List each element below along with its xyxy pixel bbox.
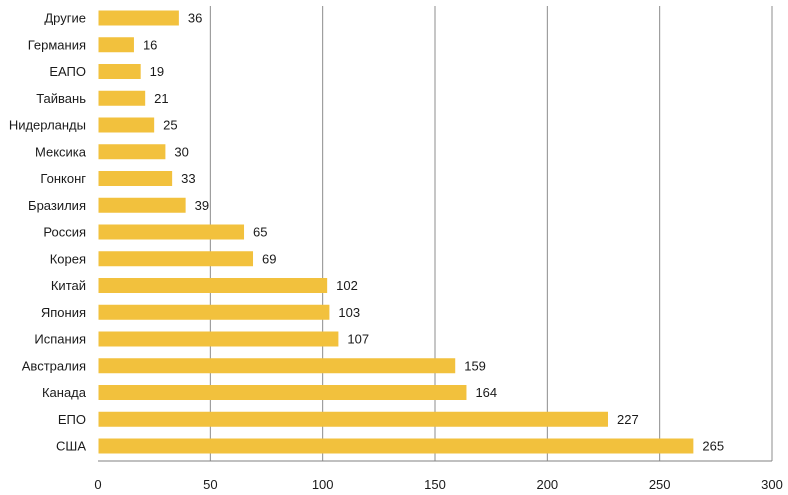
data-label: 36 [188, 11, 202, 26]
category-label: Бразилия [28, 198, 86, 213]
bar [98, 144, 166, 160]
bar [98, 117, 155, 133]
bar [98, 438, 694, 454]
bar [98, 411, 608, 427]
category-label: Корея [50, 251, 86, 266]
bar [98, 304, 330, 320]
category-label: Австралия [22, 358, 86, 373]
data-label: 65 [253, 225, 267, 240]
category-label: Россия [43, 225, 86, 240]
data-label: 227 [617, 412, 639, 427]
data-label: 21 [154, 91, 168, 106]
bar [98, 251, 254, 267]
category-label: Германия [28, 37, 86, 52]
bar [98, 171, 173, 186]
bars [98, 10, 694, 454]
category-label: Нидерланды [9, 118, 86, 133]
data-label: 103 [338, 305, 360, 320]
bar [98, 385, 467, 400]
category-label: Мексика [35, 144, 87, 159]
data-label: 25 [163, 118, 177, 133]
bar [98, 278, 328, 293]
x-tick-label: 0 [94, 477, 101, 492]
data-label: 107 [347, 332, 369, 347]
bar [98, 331, 339, 347]
category-label: Другие [44, 11, 86, 26]
category-label: ЕАПО [49, 64, 86, 79]
bar [98, 224, 245, 240]
category-label: США [56, 439, 86, 454]
x-tick-label: 300 [761, 477, 783, 492]
data-label: 19 [150, 64, 164, 79]
data-label: 33 [181, 171, 195, 186]
category-label: Испания [34, 332, 86, 347]
x-tick-label: 150 [424, 477, 446, 492]
data-label: 265 [702, 439, 724, 454]
data-label: 39 [195, 198, 209, 213]
data-label: 30 [174, 144, 188, 159]
category-label: Канада [42, 385, 87, 400]
data-label: 16 [143, 37, 157, 52]
bar [98, 37, 134, 53]
category-label: Китай [51, 278, 86, 293]
x-tick-label: 100 [312, 477, 334, 492]
bar [98, 64, 141, 79]
category-label: Гонконг [40, 171, 86, 186]
category-label: Тайвань [36, 91, 86, 106]
bar [98, 90, 146, 106]
bar [98, 197, 186, 213]
data-label: 159 [464, 358, 486, 373]
bar [98, 10, 179, 26]
data-label: 102 [336, 278, 358, 293]
x-axis-tick-labels: 0 50 100 150 200 250 300 [94, 477, 782, 492]
category-label: Япония [41, 305, 86, 320]
data-label: 69 [262, 251, 276, 266]
category-label: ЕПО [58, 412, 86, 427]
x-tick-label: 250 [649, 477, 671, 492]
x-tick-label: 200 [536, 477, 558, 492]
bar [98, 358, 456, 374]
data-label: 164 [475, 385, 497, 400]
category-labels: Другие Германия ЕАПО Тайвань Нидерланды Мекси… [9, 11, 87, 454]
x-tick-label: 50 [203, 477, 217, 492]
